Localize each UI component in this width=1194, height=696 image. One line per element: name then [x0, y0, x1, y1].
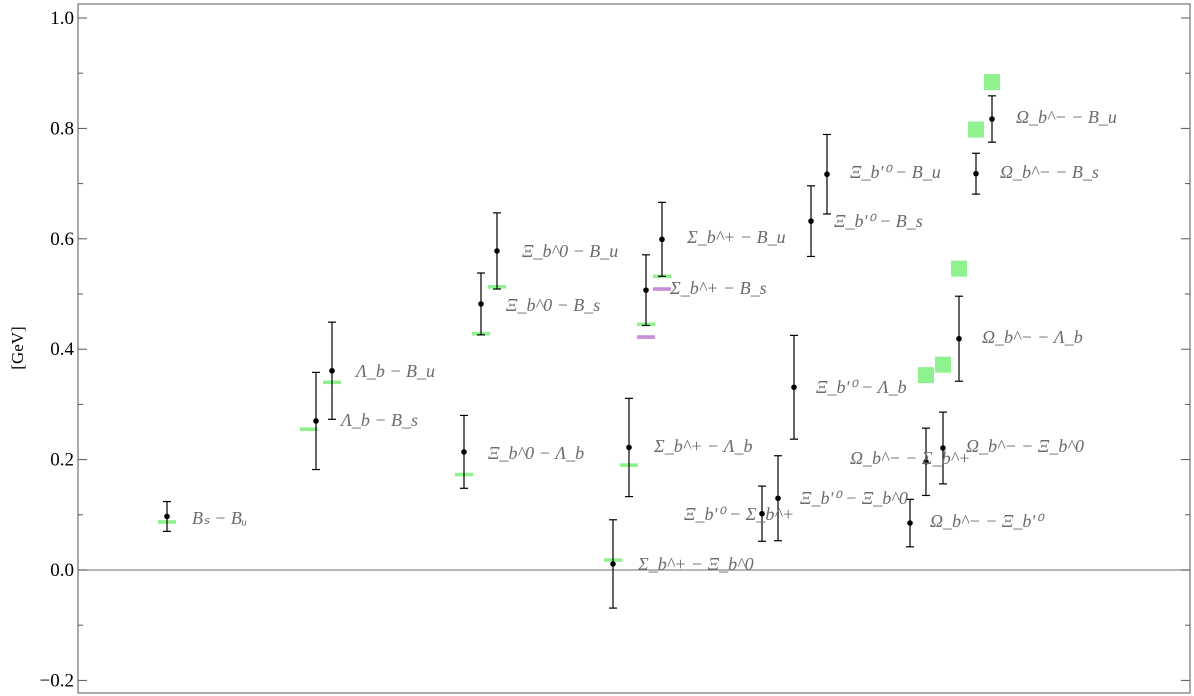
annotation-sig-bs: Σ_b^+ − B_s — [669, 278, 767, 298]
annotation-om-xi0: Ω_b^− − Ξ_b^0 — [966, 436, 1084, 456]
annotation-xip-lb: Ξ_bʹ⁰ − Λ_b — [816, 377, 907, 397]
data-point — [759, 510, 765, 517]
data-point — [923, 459, 929, 465]
data-points — [163, 95, 996, 609]
annotation-xi0-bu: Ξ_b^0 − B_u — [522, 241, 618, 261]
alt-prediction-band — [653, 287, 671, 291]
annotation-om-xip: Ω_b^− − Ξ_bʹ⁰ — [930, 511, 1045, 531]
data-point — [956, 335, 962, 342]
experiment-band — [300, 427, 318, 432]
annotation-om-lb: Ω_b^− − Λ_b — [982, 327, 1083, 347]
data-point — [824, 171, 830, 178]
data-point — [313, 418, 319, 424]
data-point — [940, 445, 946, 451]
data-point — [478, 301, 484, 307]
y-tick-label: 0.4 — [50, 339, 74, 360]
y-tick-label: −0.2 — [40, 670, 74, 691]
y-tick-label: 1.0 — [50, 8, 74, 29]
data-point — [973, 170, 979, 177]
axes: −0.2 0.0 0.2 0.4 0.6 0.8 1.0 — [40, 3, 1191, 694]
data-point — [989, 116, 995, 122]
annotation-om-bs: Ω_b^− − B_s — [1000, 162, 1099, 182]
y-tick-label: 0.6 — [50, 229, 74, 250]
annotation-xip-bu: Ξ_bʹ⁰ − B_u — [850, 162, 941, 182]
annotation-sig-xi0: Σ_b^+ − Ξ_b^0 — [637, 554, 754, 574]
annotation-lb-bu: Λ_b − B_u — [354, 361, 435, 381]
y-tick-label: 0.0 — [50, 560, 74, 581]
annotation-om-bu: Ω_b^− − B_u — [1016, 107, 1117, 127]
annotation-xip-xi0: Ξ_bʹ⁰ − Ξ_b^0 — [800, 488, 908, 508]
annotation-xip-sig: Ξ_bʹ⁰ − Σ_b^+ — [684, 504, 794, 524]
annotation-sig-bu: Σ_b^+ − B_u — [686, 227, 786, 247]
data-point — [164, 513, 170, 520]
data-point — [808, 218, 814, 224]
data-point — [659, 236, 665, 243]
annotation-xi0-bs: Ξ_b^0 − B_s — [506, 295, 600, 315]
y-tick-label: 0.2 — [50, 450, 74, 471]
annotation-xip-bs: Ξ_bʹ⁰ − B_s — [834, 211, 923, 231]
y-axis-label: [GeV] — [8, 326, 27, 369]
experiment-box — [935, 356, 951, 373]
data-point — [329, 367, 335, 374]
data-point — [791, 384, 797, 391]
data-point — [626, 444, 632, 451]
plot-frame — [77, 3, 1191, 694]
annotations: Bₛ − Bᵤ Λ_b − B_s Λ_b − B_u Ξ_b^0 − Λ_b Ξ_b^… — [192, 107, 1117, 574]
data-point — [610, 561, 616, 567]
experiment-box — [984, 74, 1000, 91]
y-tick-label: 0.8 — [50, 118, 74, 139]
annotation-om-sig: Ω_b^− − Σ_b^+ — [850, 448, 970, 468]
annotation-bs-bu: Bₛ − Bᵤ — [192, 508, 247, 528]
experiment-box — [968, 121, 984, 138]
data-point — [643, 287, 649, 293]
data-point — [461, 449, 467, 455]
annotation-sig-lb: Σ_b^+ − Λ_b — [653, 436, 752, 456]
alt-prediction-band — [637, 335, 655, 339]
experiment-box — [951, 260, 967, 277]
experiment-box — [918, 367, 934, 384]
annotation-lb-bs: Λ_b − B_s — [339, 410, 418, 430]
data-point — [907, 520, 913, 526]
annotation-xi0-lb: Ξ_b^0 − Λ_b — [488, 443, 584, 463]
data-point — [494, 248, 500, 254]
data-point — [775, 495, 781, 502]
